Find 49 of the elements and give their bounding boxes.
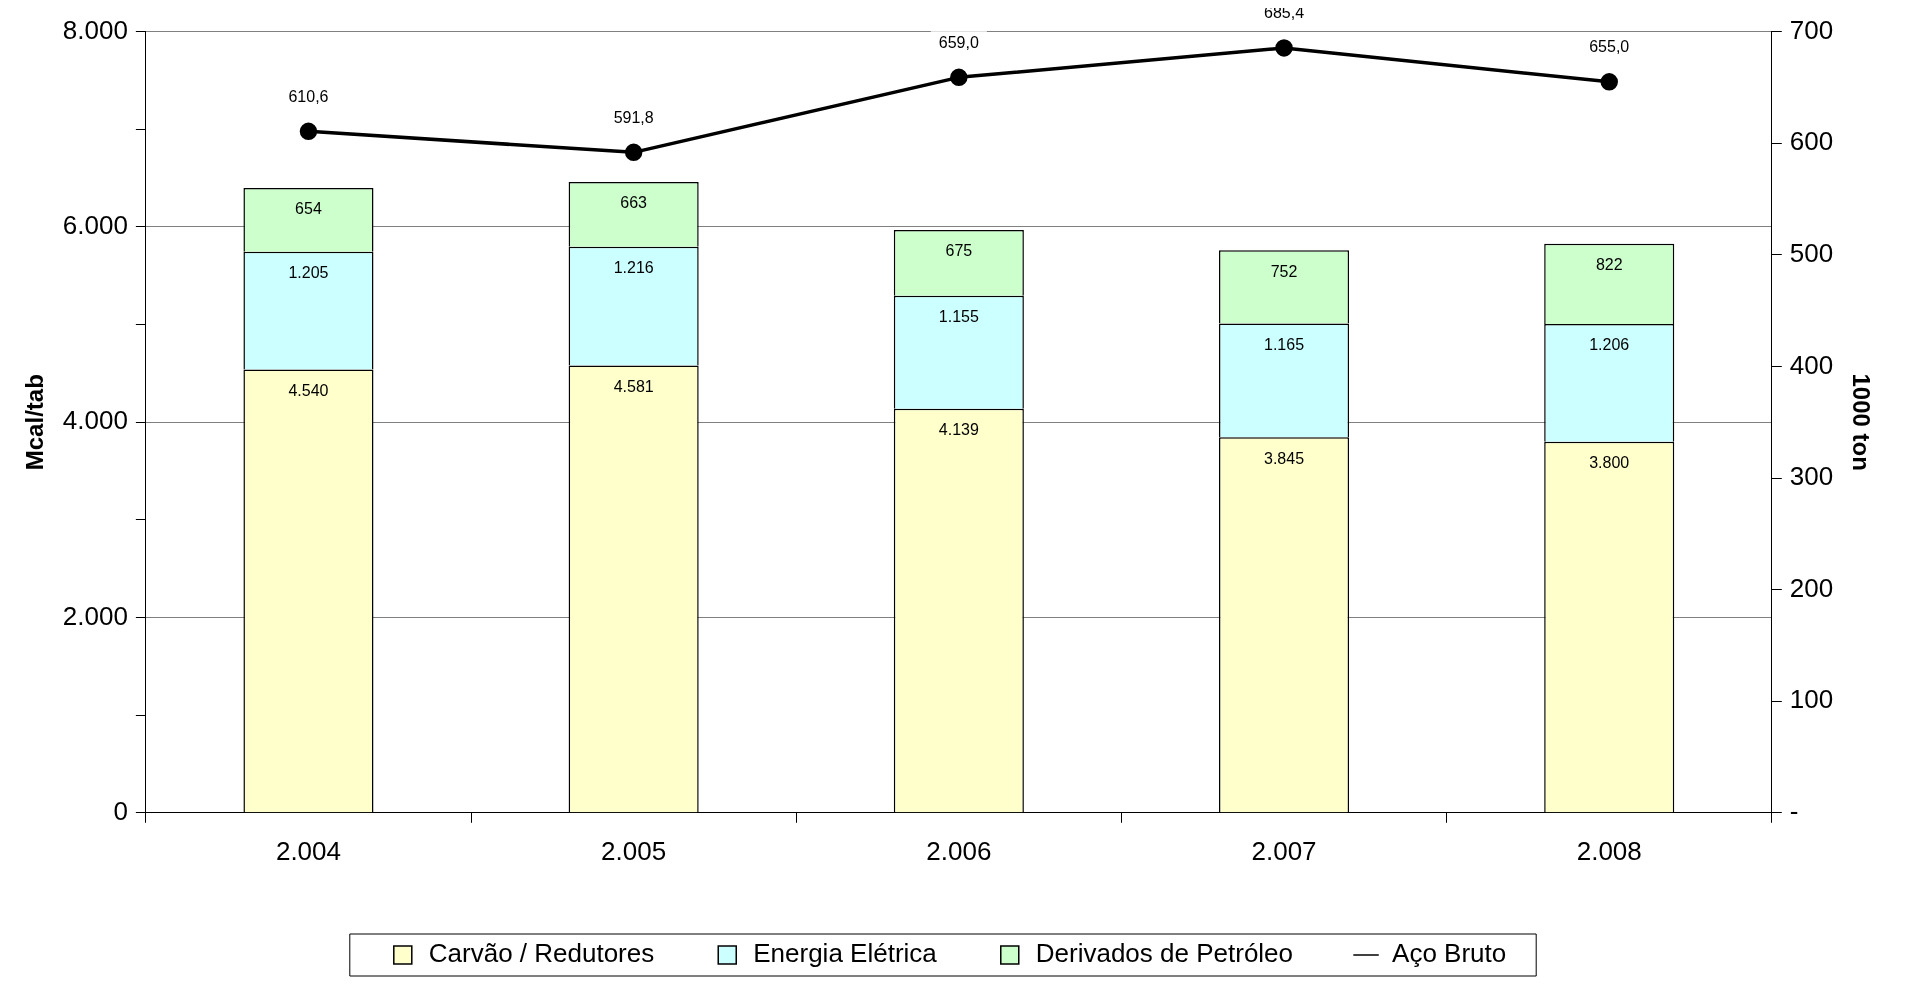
y2-tick-label: -: [1789, 795, 1799, 826]
data-label: 3.800: [1589, 454, 1630, 472]
x-tick-label: 2.006: [926, 835, 992, 866]
point: [950, 68, 968, 87]
y2-tick-label: 100: [1789, 684, 1834, 715]
data-label: 1.205: [288, 264, 329, 282]
y-tick-label: 6.000: [62, 210, 128, 241]
point: [1275, 39, 1293, 57]
y-tick-label: 4.000: [62, 405, 128, 436]
data-label: 685,4: [1264, 4, 1305, 22]
data-label: 1.155: [938, 308, 979, 326]
x-tick-label: 2.005: [601, 835, 667, 866]
point: [299, 122, 318, 141]
data-label: 752: [1270, 262, 1298, 280]
y2-tick-label: 400: [1789, 349, 1834, 380]
y2-tick-label: 200: [1789, 572, 1834, 603]
data-label: 663: [620, 194, 648, 212]
x-tick-label: 2.004: [275, 835, 341, 866]
point: [1600, 73, 1618, 91]
data-label: 654: [295, 200, 322, 218]
legend-label: Aço Bruto: [1392, 938, 1507, 969]
y-tick-label: 8.000: [62, 14, 128, 45]
data-label: 3.845: [1264, 449, 1305, 467]
y2-tick-label: 600: [1789, 126, 1834, 157]
legend-label: Carvão / Redutores: [428, 938, 655, 969]
y-tick-label: 2.000: [62, 600, 128, 631]
data-label: 659,0: [938, 33, 979, 51]
y2-axis-title: 1000 ton: [1847, 373, 1875, 471]
y-tick-label: 0: [113, 795, 128, 826]
data-label: 610,6: [288, 87, 329, 105]
data-label: 675: [945, 242, 973, 260]
data-label: 4.139: [938, 421, 979, 439]
point: [624, 143, 643, 162]
data-label: 655,0: [1589, 38, 1630, 56]
x-tick-label: 2.007: [1251, 835, 1317, 866]
y2-tick-label: 700: [1789, 14, 1834, 45]
y-axis-title: Mcal/tab: [21, 374, 49, 471]
data-label: 822: [1595, 256, 1623, 274]
data-label: 591,8: [613, 108, 654, 126]
y2-tick-label: 500: [1789, 237, 1834, 268]
x-tick-label: 2.008: [1576, 835, 1642, 866]
data-label: 1.206: [1589, 336, 1630, 354]
data-label: 1.216: [613, 259, 654, 277]
legend-label: Derivados de Petróleo: [1035, 938, 1294, 969]
data-label: 4.581: [613, 377, 654, 395]
legend-label: Energia Elétrica: [753, 938, 938, 969]
y2-tick-label: 300: [1789, 461, 1834, 492]
data-label: 4.540: [288, 381, 329, 399]
data-label: 1.165: [1264, 335, 1305, 353]
